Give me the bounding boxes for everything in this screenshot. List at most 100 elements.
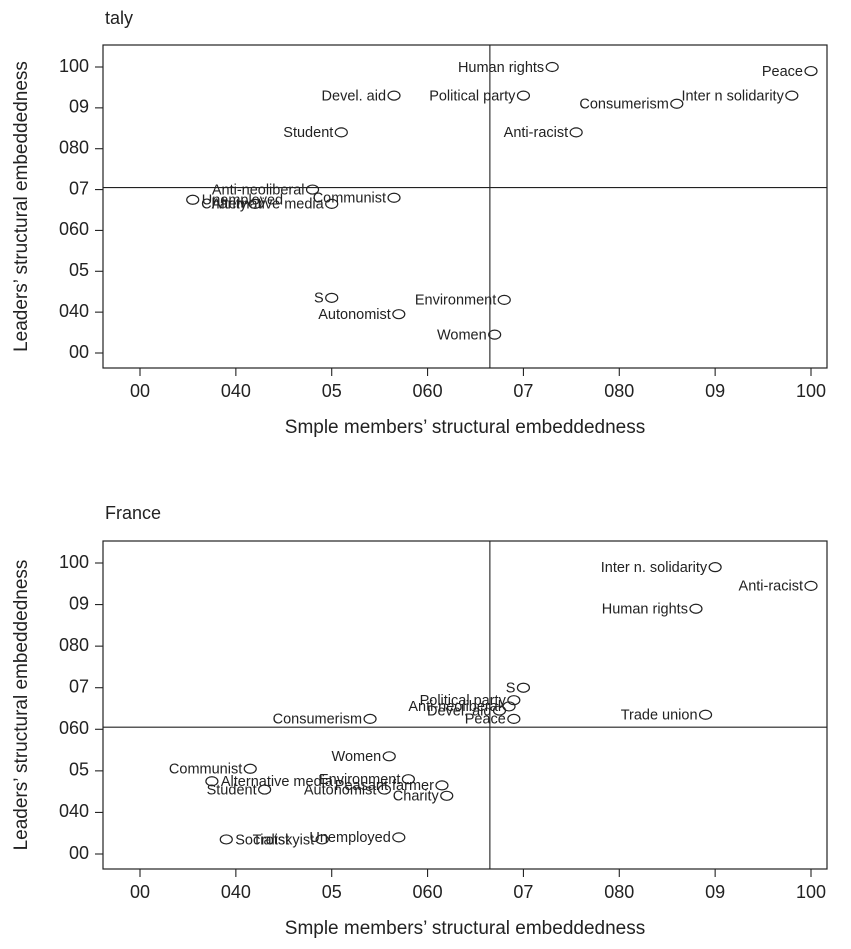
panel2-point-label: Peace bbox=[465, 712, 506, 728]
panel2-data-point bbox=[516, 682, 531, 693]
panel2-point-label: Environment bbox=[319, 772, 400, 788]
panel2-x-axis-label: Smple members’ structural embeddedness bbox=[285, 918, 645, 939]
panel2-y-tick-label: 060 bbox=[59, 718, 89, 738]
panel2-point-label: Trade union bbox=[621, 708, 698, 724]
panel1-data-point bbox=[387, 90, 401, 101]
panel2-point-label: Student bbox=[207, 782, 257, 798]
panel2-y-tick-label: 080 bbox=[59, 635, 89, 655]
panel1-point-label: Environment bbox=[415, 293, 496, 309]
panel2-x-tick-label: 040 bbox=[221, 882, 251, 902]
panel1-y-tick-label: 060 bbox=[59, 219, 89, 239]
panel1-point-label: Autonomist bbox=[318, 307, 391, 323]
panel2-x-tick-label: 05 bbox=[322, 882, 342, 902]
panel1-y-axis-label: Leaders’ structural embeddedness bbox=[11, 61, 32, 352]
panel1-x-tick-label: 00 bbox=[130, 381, 150, 401]
panel2-point-label: Socialist bbox=[235, 832, 289, 848]
panel1-point-label: Charity bbox=[201, 197, 248, 213]
panel1-point-label: Devel. aid bbox=[322, 88, 386, 104]
panel1-y-tick-label: 100 bbox=[59, 56, 89, 76]
panel2-data-point bbox=[377, 784, 392, 795]
panel2-point-label: Devel. aid bbox=[427, 703, 491, 719]
panel1-point-label: Student bbox=[283, 125, 333, 141]
panel2-point-label: Human rights bbox=[602, 602, 688, 618]
panel2-data-point bbox=[243, 763, 257, 774]
panel2-point-label: Trotskyist bbox=[253, 832, 315, 848]
panel2-y-tick-label: 05 bbox=[69, 760, 89, 780]
panel2-point-label: Women bbox=[332, 749, 382, 765]
panel1-point-label: Communist bbox=[313, 191, 386, 207]
panel1-data-point bbox=[804, 65, 818, 77]
panel1-x-axis-label: Smple members’ structural embeddedness bbox=[285, 417, 645, 438]
panel1-y-tick-label: 07 bbox=[69, 178, 89, 198]
panel2-data-point bbox=[363, 713, 377, 724]
panel1-point-label: Alternative media bbox=[212, 197, 325, 213]
panel1-y-tick-label: 05 bbox=[69, 260, 89, 280]
panel2-point-label: S bbox=[506, 681, 516, 697]
panel1-x-tick-label: 05 bbox=[322, 381, 342, 401]
panel2-data-point bbox=[689, 603, 703, 614]
panel2-point-label: Consumerism bbox=[273, 712, 362, 728]
panel2-point-label: Anti-racist bbox=[739, 579, 803, 595]
panel2-x-tick-label: 100 bbox=[796, 882, 826, 902]
panel1-point-label: Anti-neoliberal bbox=[212, 182, 305, 198]
panel1-y-tick-label: 00 bbox=[69, 342, 89, 362]
panel1-data-point bbox=[785, 90, 799, 101]
panel2-x-tick-label: 09 bbox=[705, 882, 725, 902]
panel1-data-point bbox=[334, 127, 348, 138]
panel1-data-point bbox=[670, 98, 684, 109]
panel1-data-point bbox=[248, 198, 262, 209]
panel1-point-label: Unemployed bbox=[202, 193, 283, 209]
panel2-x-tick-label: 080 bbox=[604, 882, 634, 902]
panel2-data-point bbox=[507, 713, 521, 724]
panel1-point-label: Women bbox=[437, 327, 487, 343]
panel1-point-label: Political party bbox=[429, 88, 516, 104]
panel1-point-label: Human rights bbox=[458, 60, 544, 76]
panel2-y-tick-label: 100 bbox=[59, 552, 89, 572]
panel1-data-point bbox=[305, 184, 320, 195]
panel2-point-label: Peasant farmer bbox=[335, 778, 434, 794]
panel2-point-label: Communist bbox=[169, 762, 242, 778]
panel1-point-label: Peace bbox=[762, 64, 803, 80]
panel2-data-point bbox=[698, 709, 713, 720]
panel2-data-point bbox=[507, 695, 521, 706]
panel2-data-point bbox=[435, 780, 449, 791]
panel2-point-label: Anti-neoliberal bbox=[408, 699, 501, 715]
panel2-plot-frame bbox=[102, 540, 828, 870]
panel1-point-label: S bbox=[314, 291, 324, 307]
panel2-data-point bbox=[258, 784, 272, 795]
panel1-point-label: Inter n solidarity bbox=[681, 88, 784, 104]
panel1-data-point bbox=[392, 309, 406, 320]
panel2-y-tick-label: 09 bbox=[69, 593, 89, 613]
panel1-x-tick-label: 040 bbox=[221, 381, 251, 401]
panel1-y-tick-label: 040 bbox=[59, 301, 89, 321]
panel1-x-tick-label: 07 bbox=[513, 381, 533, 401]
panel2-y-tick-label: 07 bbox=[69, 676, 89, 696]
panel2-x-tick-label: 00 bbox=[130, 882, 150, 902]
panel2-data-point bbox=[392, 832, 406, 843]
panel1-data-point bbox=[488, 329, 502, 340]
panel2-data-point bbox=[440, 790, 454, 801]
panel2-y-tick-label: 00 bbox=[69, 843, 89, 863]
panel2-x-tick-label: 07 bbox=[513, 882, 533, 902]
panel1-x-tick-label: 09 bbox=[705, 381, 725, 401]
panel2-y-axis-label: Leaders’ structural embeddedness bbox=[11, 560, 32, 851]
panel1-data-point bbox=[497, 294, 511, 305]
panel2-x-tick-label: 060 bbox=[413, 882, 443, 902]
panel2-data-point bbox=[401, 774, 415, 785]
panel2-title: France bbox=[105, 503, 161, 523]
panel1-x-tick-label: 060 bbox=[413, 381, 443, 401]
panel2-point-label: Unemployed bbox=[309, 830, 390, 846]
panel2-data-point bbox=[708, 562, 722, 573]
panel1-data-point bbox=[387, 192, 401, 203]
panel1-plot-frame bbox=[102, 44, 828, 369]
panel1-point-label: Anti-racist bbox=[504, 125, 568, 141]
panel2-point-label: Autonomist bbox=[304, 782, 377, 798]
panel1-data-point bbox=[545, 61, 559, 73]
panel2-point-label: Inter n. solidarity bbox=[601, 560, 708, 576]
panel1-point-label: Consumerism bbox=[579, 97, 668, 113]
panel1-data-point bbox=[325, 292, 339, 303]
panel1-y-tick-label: 080 bbox=[59, 137, 89, 157]
panel1-data-point bbox=[186, 194, 200, 205]
panel1-data-point bbox=[516, 90, 531, 101]
